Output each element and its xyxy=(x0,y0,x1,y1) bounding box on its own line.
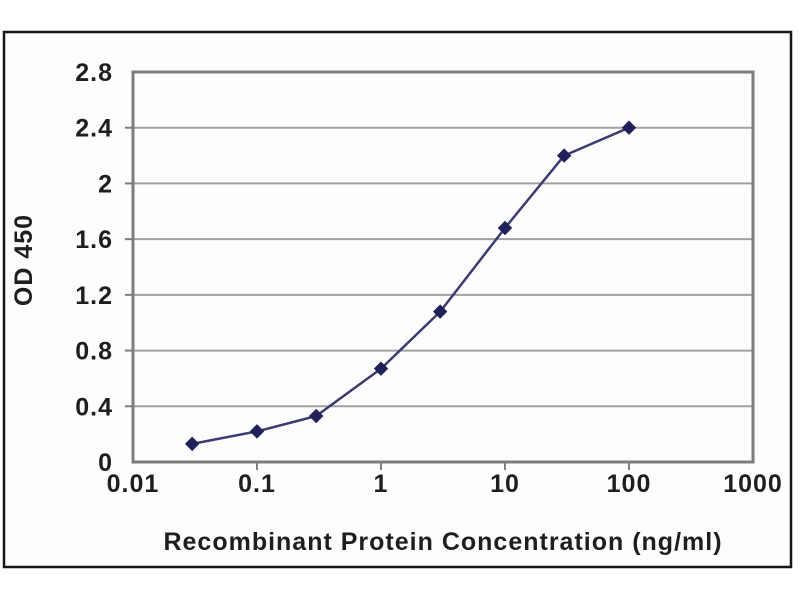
x-tick-label-1000: 1000 xyxy=(723,470,783,498)
y-tick-label-2.4: 2.4 xyxy=(75,115,113,143)
x-tick-label-0.1: 0.1 xyxy=(238,470,276,498)
x-axis-title: Recombinant Protein Concentration (ng/ml… xyxy=(163,528,722,556)
x-tick-label-10: 10 xyxy=(490,470,520,498)
x-tick-label-1: 1 xyxy=(374,470,389,498)
data-point-marker-0.03 xyxy=(184,436,200,452)
y-tick-label-0: 0 xyxy=(98,449,113,477)
data-point-marker-1 xyxy=(373,361,389,376)
y-tick-label-0.4: 0.4 xyxy=(75,393,113,421)
y-tick-label-1.6: 1.6 xyxy=(75,226,113,254)
x-tick-label-0.01: 0.01 xyxy=(107,470,160,498)
plot-box xyxy=(131,70,755,464)
data-point-marker-0.3 xyxy=(308,408,324,424)
data-point-marker-3 xyxy=(432,304,448,319)
data-point-marker-10 xyxy=(497,220,513,236)
y-tick-label-2.8: 2.8 xyxy=(75,59,113,87)
x-tick-label-100: 100 xyxy=(607,470,652,498)
data-series-line xyxy=(191,126,630,446)
data-point-marker-0.1 xyxy=(249,424,265,439)
y-tick-label-2: 2 xyxy=(98,170,113,198)
chart-frame xyxy=(2,30,793,569)
data-point-marker-30 xyxy=(556,148,572,163)
data-point-marker-100 xyxy=(621,120,637,135)
y-tick-label-0.8: 0.8 xyxy=(75,338,113,366)
y-axis-title: OD 450 xyxy=(10,214,38,306)
y-tick-label-1.2: 1.2 xyxy=(75,282,113,310)
